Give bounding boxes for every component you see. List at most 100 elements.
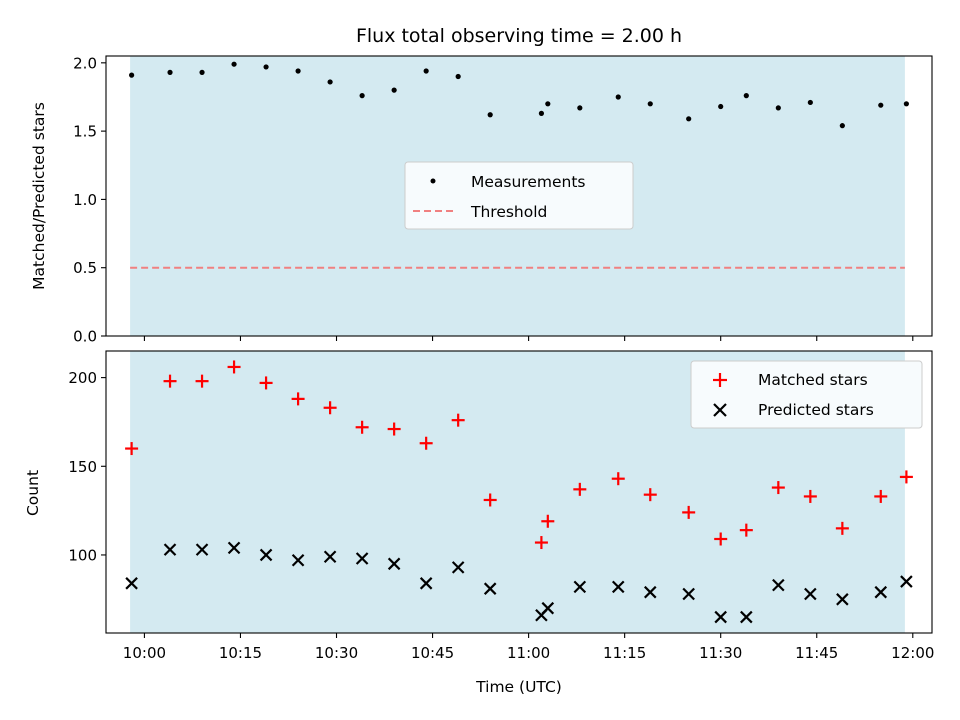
measurement-point bbox=[455, 73, 461, 80]
matched-star-point bbox=[323, 401, 337, 415]
matched-star-point bbox=[419, 436, 433, 450]
predicted-star-point bbox=[387, 557, 401, 571]
y-tick-label: 200 bbox=[68, 369, 97, 387]
y-tick-label: 1.0 bbox=[73, 191, 97, 209]
predicted-star-point bbox=[195, 543, 209, 556]
predicted-star-point bbox=[291, 554, 305, 567]
predicted-star-point bbox=[643, 585, 657, 599]
measurement-point bbox=[391, 87, 397, 93]
predicted-star-point bbox=[772, 578, 785, 592]
predicted-marker-b bbox=[573, 580, 587, 594]
matched-star-point bbox=[739, 523, 753, 537]
matched-star-point bbox=[451, 413, 465, 427]
predicted-marker-b bbox=[772, 578, 785, 592]
measurement-point bbox=[295, 68, 301, 74]
predicted-star-point bbox=[804, 587, 817, 601]
predicted-marker-b bbox=[451, 561, 465, 574]
chart-title: Flux total observing time = 2.00 h bbox=[356, 25, 682, 47]
predicted-star-point bbox=[740, 610, 753, 624]
predicted-star-point bbox=[451, 561, 465, 574]
predicted-marker-b bbox=[323, 550, 337, 564]
measurement-points bbox=[129, 61, 909, 129]
count-legend: Matched stars Predicted stars bbox=[690, 360, 923, 429]
y-tick-label: 1.5 bbox=[73, 123, 97, 141]
matched-star-point bbox=[125, 442, 139, 456]
predicted-marker-b bbox=[125, 577, 138, 590]
predicted-marker-b bbox=[541, 601, 555, 615]
matched-star-point bbox=[163, 374, 177, 388]
measurement-point bbox=[538, 110, 545, 116]
measurement-point bbox=[647, 101, 653, 107]
matched-star-point bbox=[534, 536, 548, 550]
predicted-marker-b bbox=[419, 577, 433, 590]
predicted-marker-b bbox=[682, 587, 695, 601]
legend-predicted-label: Predicted stars bbox=[758, 401, 874, 419]
matched-star-point bbox=[259, 376, 273, 390]
predicted-marker-b bbox=[291, 554, 305, 567]
y-tick-label: 100 bbox=[68, 546, 97, 564]
ratio-y-axis: 0.0 0.5 1.0 1.5 2.0 bbox=[73, 54, 106, 346]
x-tick-label: 10:00 bbox=[123, 644, 166, 662]
matched-star-point bbox=[291, 392, 305, 406]
matched-star-point bbox=[355, 420, 369, 434]
legend-threshold-label: Threshold bbox=[470, 203, 547, 221]
measurement-point bbox=[167, 69, 173, 75]
predicted-star-point bbox=[682, 587, 695, 601]
predicted-star-point bbox=[355, 552, 369, 565]
predicted-star-point bbox=[419, 577, 433, 590]
ratio-y-label: Matched/Predicted stars bbox=[30, 102, 48, 290]
predicted-marker-b bbox=[740, 610, 753, 624]
ratio-legend: Measurements Threshold bbox=[404, 161, 634, 230]
measurement-point bbox=[878, 102, 884, 108]
predicted-marker-b bbox=[163, 543, 177, 556]
measurement-point bbox=[903, 101, 909, 107]
x-tick-label: 10:45 bbox=[411, 644, 454, 662]
matched-star-point bbox=[771, 481, 785, 495]
x-tick-label: 11:00 bbox=[507, 644, 550, 662]
measurement-point bbox=[807, 99, 813, 106]
matched-star-point bbox=[643, 488, 657, 502]
predicted-marker-b bbox=[195, 543, 209, 556]
measurement-point bbox=[775, 105, 781, 111]
legend-predicted-marker bbox=[713, 403, 727, 417]
predicted-star-point bbox=[163, 543, 177, 556]
legend-measurements-label: Measurements bbox=[471, 173, 586, 191]
predicted-marker-b bbox=[259, 548, 273, 562]
y-tick-label: 2.0 bbox=[73, 54, 97, 72]
matched-star-point bbox=[227, 360, 241, 374]
predicted-star-point bbox=[483, 582, 497, 595]
measurement-point bbox=[263, 64, 269, 70]
x-tick-label: 10:30 bbox=[315, 644, 358, 662]
y-tick-label: 0.0 bbox=[73, 328, 97, 346]
predicted-star-point bbox=[874, 585, 888, 599]
predicted-marker-b bbox=[227, 541, 241, 555]
measurement-point bbox=[199, 69, 205, 75]
predicted-star-point bbox=[611, 580, 625, 594]
predicted-marker-b bbox=[643, 585, 657, 599]
x-tick-label: 10:15 bbox=[219, 644, 262, 662]
predicted-marker-b bbox=[483, 582, 497, 595]
legend-measurements-marker bbox=[430, 178, 436, 184]
predicted-marker-b bbox=[900, 575, 913, 588]
predicted-marker-b bbox=[804, 587, 817, 601]
predicted-star-point bbox=[836, 593, 849, 606]
y-tick-label: 150 bbox=[68, 458, 97, 476]
ratio-panel: 0.00.51.01.52.0 Matched/Predicted stars … bbox=[30, 54, 933, 346]
predicted-marker-b bbox=[714, 610, 727, 624]
matched-star-point bbox=[573, 482, 587, 496]
x-tick-label: 11:15 bbox=[603, 644, 646, 662]
count-legend-box bbox=[690, 360, 923, 429]
matched-star-point bbox=[611, 472, 625, 486]
y-tick-label: 0.5 bbox=[73, 259, 97, 277]
measurement-point bbox=[545, 101, 551, 107]
x-tick-label: 11:30 bbox=[699, 644, 742, 662]
ratio-panel-frame bbox=[105, 55, 933, 337]
legend-matched-marker bbox=[713, 373, 727, 387]
measurement-point bbox=[743, 93, 749, 99]
matched-star-point bbox=[714, 532, 728, 546]
predicted-marker-b bbox=[355, 552, 369, 565]
predicted-star-point bbox=[714, 610, 727, 624]
predicted-marker-b bbox=[874, 585, 888, 599]
predicted-star-point bbox=[573, 580, 587, 594]
